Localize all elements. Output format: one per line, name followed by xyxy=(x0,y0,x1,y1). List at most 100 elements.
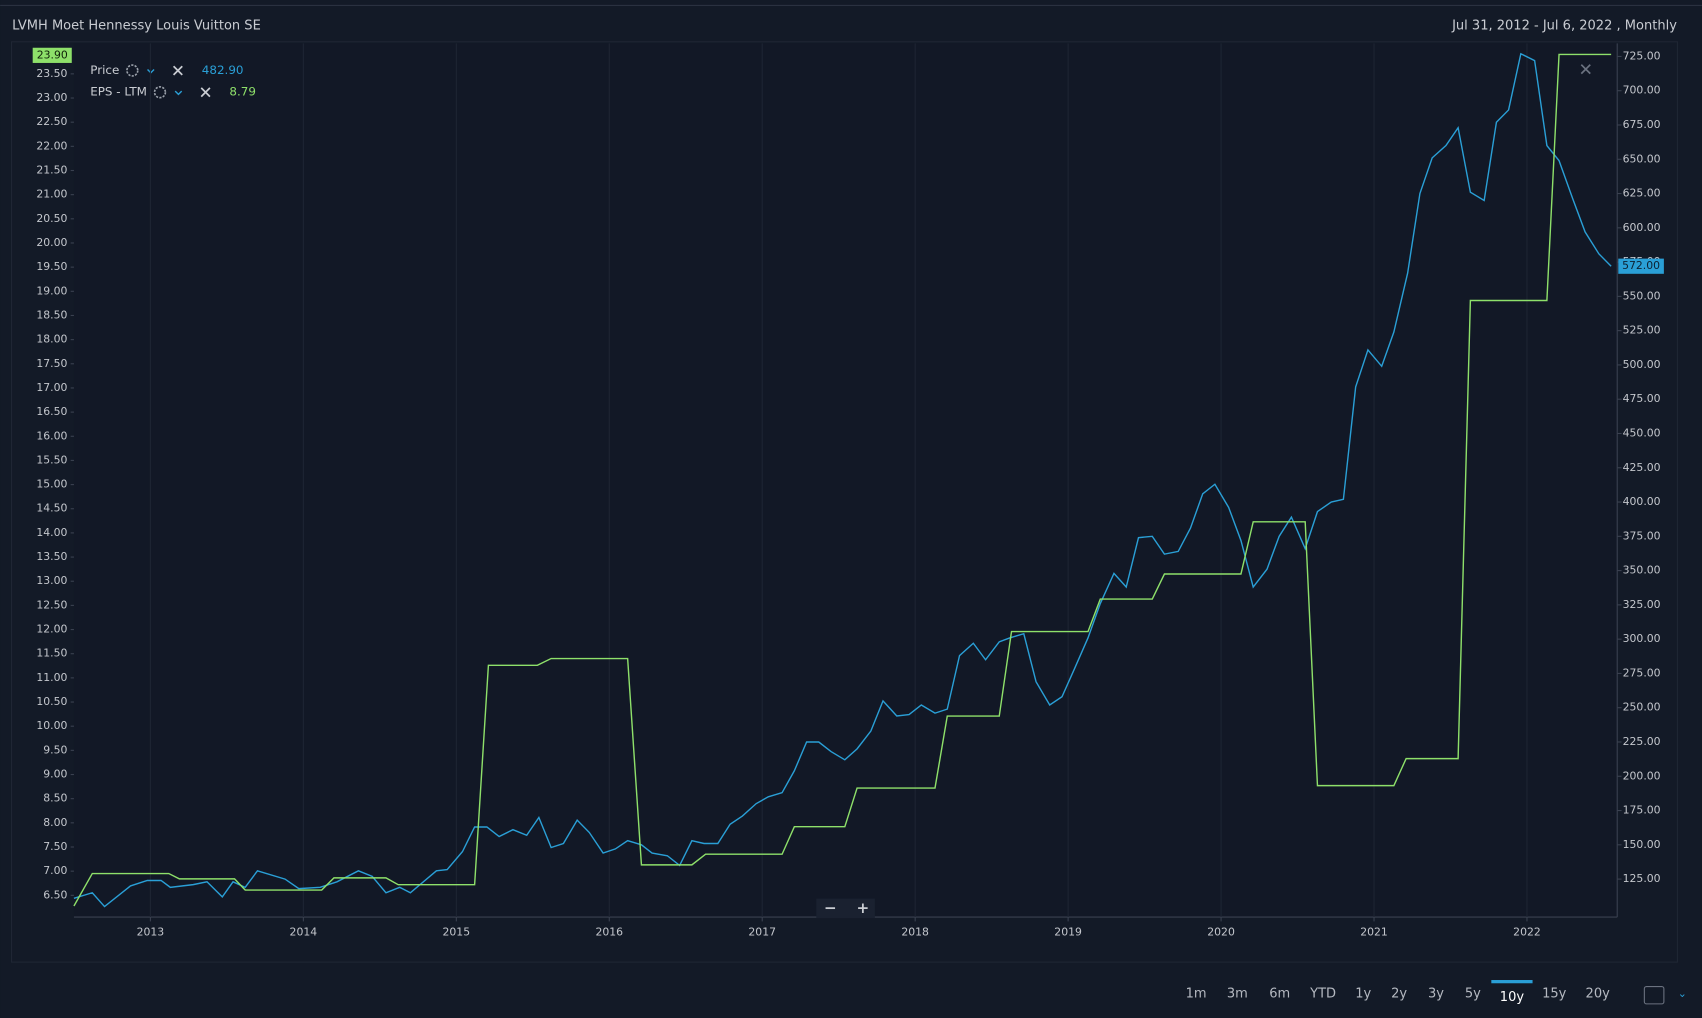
y-tick-label: 14.50 xyxy=(36,502,67,515)
y2-tick-label: 175.00 xyxy=(1623,804,1661,817)
y-tick-label: 13.00 xyxy=(36,574,67,587)
y2-tick-label: 500.00 xyxy=(1623,358,1661,371)
y-tick-label: 21.00 xyxy=(36,188,67,201)
series-line xyxy=(73,52,1612,908)
legend-settings[interactable] xyxy=(126,64,139,77)
y-tick-label: 17.50 xyxy=(36,357,67,370)
x-tick-label: 2013 xyxy=(137,925,165,938)
range-button[interactable]: 5y xyxy=(1465,987,1481,1002)
range-button[interactable]: 3m xyxy=(1227,987,1248,1002)
y-tick-label: 9.00 xyxy=(43,768,67,781)
series-line xyxy=(73,53,1612,907)
y-tick-label: 16.00 xyxy=(36,429,67,442)
y2-tick-label: 275.00 xyxy=(1623,666,1661,679)
y-tick-label: 16.50 xyxy=(36,405,67,418)
y-tick-label: 15.50 xyxy=(36,453,67,466)
calendar-dropdown[interactable]: ⌄ xyxy=(1678,987,1687,1000)
y-tick-label: 19.00 xyxy=(36,284,67,297)
y2-tick-label: 625.00 xyxy=(1623,187,1661,200)
legend-remove[interactable] xyxy=(172,65,183,76)
y-tick-label: 20.50 xyxy=(36,212,67,225)
x-tick-label: 2018 xyxy=(901,925,929,938)
zoom-out[interactable]: − xyxy=(824,899,837,917)
panel xyxy=(10,41,1678,963)
range-button[interactable]: 6m xyxy=(1269,987,1290,1002)
y-tick-label: 23.00 xyxy=(36,91,67,104)
y-tick-label: 22.50 xyxy=(36,115,67,128)
y-tick-label: 15.00 xyxy=(36,478,67,491)
range-button[interactable]: 10y xyxy=(1500,990,1525,1005)
legend-remove[interactable] xyxy=(200,87,211,98)
x-tick-label: 2014 xyxy=(290,925,318,938)
y2-tick-label: 450.00 xyxy=(1623,426,1661,439)
range-button[interactable]: 1y xyxy=(1355,987,1371,1002)
y2-tick-label: 725.00 xyxy=(1623,49,1661,62)
calendar-icon[interactable] xyxy=(1643,985,1665,1005)
range-button[interactable]: 20y xyxy=(1586,987,1611,1002)
y2-tick-label: 700.00 xyxy=(1623,84,1661,97)
zoom-box xyxy=(816,898,875,919)
legend-value: 482.90 xyxy=(202,63,244,77)
legend-name: EPS - LTM xyxy=(90,85,147,99)
chart-title: LVMH Moet Hennessy Louis Vuitton SE xyxy=(12,19,261,34)
y-tick-label: 8.50 xyxy=(43,792,67,805)
x-tick-label: 2017 xyxy=(748,925,776,938)
y2-tick-label: 600.00 xyxy=(1623,221,1661,234)
legend-dropdown[interactable] xyxy=(174,90,183,96)
zoom-in[interactable]: + xyxy=(857,899,870,917)
range-button[interactable]: 2y xyxy=(1391,987,1407,1002)
y-tick-label: 21.50 xyxy=(36,163,67,176)
close-icon[interactable]: ✕ xyxy=(1578,61,1593,81)
y-tick-label: 17.00 xyxy=(36,381,67,394)
legend: Price 482.90 EPS - LTM 8.79 xyxy=(90,63,256,99)
y2-tick-label: 350.00 xyxy=(1623,564,1661,577)
y-tick-label: 7.50 xyxy=(43,840,67,853)
x-tick-label: 2015 xyxy=(443,925,471,938)
last-value-label: 572.00 xyxy=(1622,259,1660,272)
legend-settings[interactable] xyxy=(153,86,167,99)
x-tick-label: 2022 xyxy=(1513,925,1541,938)
y2-tick-label: 675.00 xyxy=(1623,118,1661,131)
y-tick-label: 23.50 xyxy=(36,67,67,80)
y-tick-label: 14.00 xyxy=(36,526,67,539)
y2-tick-label: 300.00 xyxy=(1623,632,1661,645)
y-tick-label: 6.50 xyxy=(43,888,67,901)
y-tick-label: 12.00 xyxy=(36,623,67,636)
y2-tick-label: 425.00 xyxy=(1623,461,1661,474)
x-tick-label: 2020 xyxy=(1207,925,1235,938)
y2-tick-label: 150.00 xyxy=(1623,838,1661,851)
last-value-label: 23.90 xyxy=(37,48,68,61)
plot-area xyxy=(73,43,1618,918)
x-tick-label: 2016 xyxy=(595,925,623,938)
last-value-tag xyxy=(1618,258,1664,274)
y-tick-label: 12.50 xyxy=(36,598,67,611)
x-tick-label: 2019 xyxy=(1054,925,1082,938)
last-value-tag xyxy=(32,47,72,63)
legend-name: Price xyxy=(90,63,119,77)
y-tick-label: 19.50 xyxy=(36,260,67,273)
y2-tick-label: 525.00 xyxy=(1623,324,1661,337)
y-tick-label: 18.50 xyxy=(36,308,67,321)
y-tick-label: 9.50 xyxy=(43,743,67,756)
range-button[interactable]: 1m xyxy=(1186,987,1207,1002)
x-tick-label: 2021 xyxy=(1360,925,1388,938)
date-range: Jul 31, 2012 - Jul 6, 2022 , Monthly xyxy=(1451,19,1677,34)
range-button[interactable]: 15y xyxy=(1542,987,1567,1002)
y-tick-label: 11.50 xyxy=(36,647,67,660)
y2-tick-label: 125.00 xyxy=(1623,872,1661,885)
legend-value: 8.79 xyxy=(229,85,256,99)
y2-tick-label: 475.00 xyxy=(1623,392,1661,405)
range-button[interactable]: YTD xyxy=(1309,987,1336,1002)
y2-tick-label: 225.00 xyxy=(1623,735,1661,748)
range-button[interactable]: 3y xyxy=(1428,987,1444,1002)
y-tick-label: 7.00 xyxy=(43,864,67,877)
y-tick-label: 18.00 xyxy=(36,333,67,346)
y-tick-label: 10.00 xyxy=(36,719,67,732)
y2-tick-label: 650.00 xyxy=(1623,152,1661,165)
y-tick-label: 22.00 xyxy=(36,139,67,152)
y-tick-label: 13.50 xyxy=(36,550,67,563)
y-tick-label: 10.50 xyxy=(36,695,67,708)
y2-tick-label: 200.00 xyxy=(1623,769,1661,782)
